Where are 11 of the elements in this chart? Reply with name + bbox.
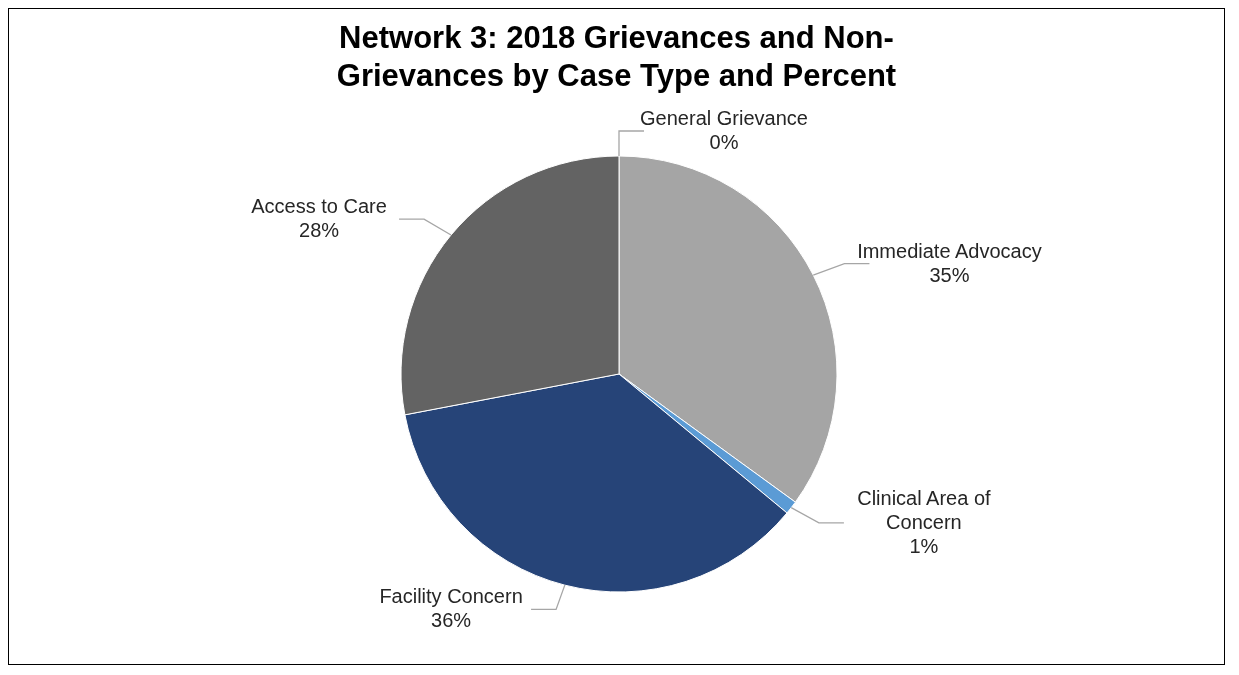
slice-label: Access to Care	[251, 195, 387, 218]
slice-label: Facility Concern	[379, 585, 523, 608]
data-label: 28%	[299, 219, 340, 242]
text: 0%	[709, 131, 739, 153]
data-label: 1%	[909, 534, 939, 557]
slice-label: Immediate Advocacy	[857, 239, 1042, 262]
data-label: 36%	[431, 609, 472, 632]
chart-title: Network 3: 2018 Grievances and Non-Grievances by Case Type and Percent	[335, 19, 898, 95]
category-label: General Grievance	[640, 107, 808, 129]
data-label: 35%	[929, 263, 970, 286]
slice-label: Clinical Area of Concern	[857, 486, 992, 533]
